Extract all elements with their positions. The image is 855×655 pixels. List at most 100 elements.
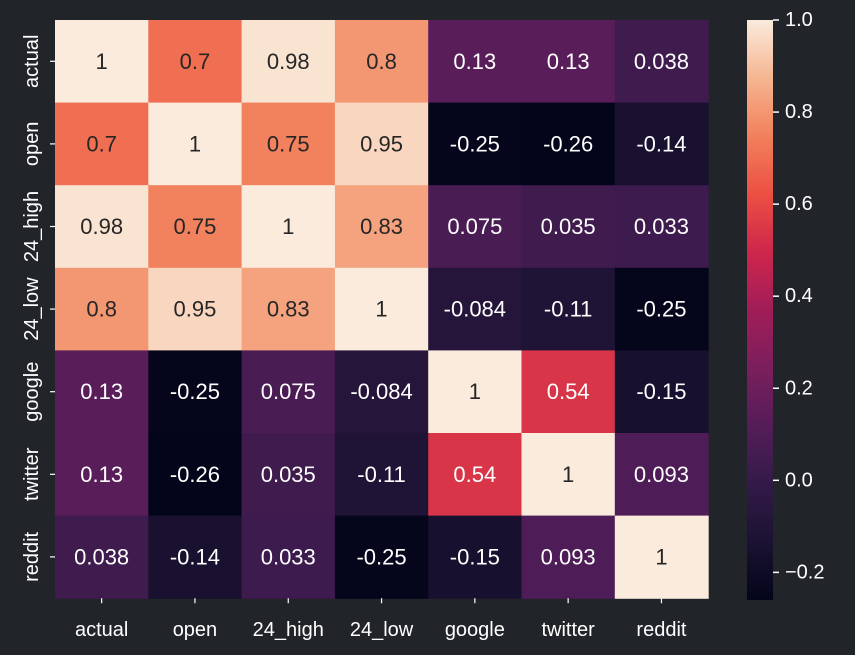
cell-annotation: 0.8 <box>86 297 117 322</box>
cell-annotation: 0.13 <box>80 462 123 487</box>
cell-annotation: -0.084 <box>350 379 412 404</box>
cell-annotation: -0.25 <box>450 131 500 156</box>
heatmap-cell <box>614 433 709 517</box>
cell-annotation: -0.15 <box>450 544 500 569</box>
heatmap-cell <box>55 20 149 104</box>
cell-annotation: 0.13 <box>547 49 590 74</box>
x-tick-label: 24_low <box>350 619 414 641</box>
cell-annotation: 0.093 <box>634 462 689 487</box>
heatmap-cell <box>334 267 429 351</box>
y-tick-label: actual <box>21 35 43 88</box>
y-tick-label: google <box>21 362 43 422</box>
colorbar-tick-label: 0.4 <box>785 285 813 307</box>
heatmap-cell <box>428 102 523 186</box>
heatmap-cell <box>148 515 243 599</box>
heatmap-cell <box>55 102 149 186</box>
x-tick-label: reddit <box>636 619 686 641</box>
cell-annotation: 1 <box>655 544 667 569</box>
heatmap-cell <box>241 20 336 104</box>
cell-annotation: 0.035 <box>261 462 316 487</box>
heatmap-cell <box>148 185 243 269</box>
heatmap-cell <box>241 102 336 186</box>
cell-annotation: -0.14 <box>170 544 220 569</box>
heatmap-cell <box>428 267 523 351</box>
heatmap-cell <box>241 185 336 269</box>
heatmap-cell <box>614 515 709 599</box>
heatmap-cell <box>614 185 709 269</box>
x-tick-label: open <box>173 619 218 641</box>
cell-annotation: 1 <box>375 297 387 322</box>
y-tick-label: 24_high <box>21 191 43 262</box>
heatmap-cell <box>521 102 616 186</box>
heatmap-cell <box>614 20 709 104</box>
heatmap-cell <box>521 185 616 269</box>
heatmap-cell <box>334 185 429 269</box>
heatmap-cell <box>148 350 243 434</box>
heatmap-cell <box>334 20 429 104</box>
x-tick-label: 24_high <box>253 619 324 641</box>
cell-annotation: 0.98 <box>267 49 310 74</box>
cell-annotation: 0.75 <box>267 131 310 156</box>
heatmap-cell <box>614 102 709 186</box>
heatmap-cell <box>521 350 616 434</box>
cell-annotation: -0.25 <box>356 544 406 569</box>
heatmap-cell <box>428 185 523 269</box>
heatmap-cell <box>334 350 429 434</box>
cell-annotation: 0.54 <box>547 379 590 404</box>
cell-annotation: 0.7 <box>86 131 117 156</box>
heatmap-cell <box>428 515 523 599</box>
heatmap-cell <box>148 267 243 351</box>
cell-annotation: 0.093 <box>541 544 596 569</box>
y-tick-label: open <box>21 122 43 167</box>
cell-annotation: 0.83 <box>360 214 403 239</box>
cell-annotation: 1 <box>189 131 201 156</box>
cell-annotation: 0.035 <box>541 214 596 239</box>
heatmap-cell <box>55 515 149 599</box>
heatmap-cell <box>614 267 709 351</box>
heatmap-cell <box>334 515 429 599</box>
cell-annotation: 0.8 <box>366 49 397 74</box>
cell-annotation: 0.95 <box>360 131 403 156</box>
cell-annotation: -0.15 <box>636 379 686 404</box>
heatmap-cell <box>521 20 616 104</box>
cell-annotation: -0.26 <box>543 131 593 156</box>
heatmap-cell <box>55 350 149 434</box>
cell-annotation: 0.95 <box>174 297 217 322</box>
cell-annotation: 0.7 <box>180 49 211 74</box>
cell-annotation: 0.033 <box>261 544 316 569</box>
heatmap-cell <box>428 433 523 517</box>
cell-annotation: 0.98 <box>80 214 123 239</box>
heatmap-cell <box>148 20 243 104</box>
heatmap-cell <box>148 433 243 517</box>
heatmap-cells <box>55 20 709 599</box>
heatmap-cell <box>241 350 336 434</box>
heatmap-cell <box>241 515 336 599</box>
heatmap-cell <box>148 102 243 186</box>
x-tick-label: google <box>445 619 505 641</box>
cell-annotation: 1 <box>282 214 294 239</box>
colorbar-tick-label: 0.0 <box>785 469 813 491</box>
heatmap-cell <box>55 433 149 517</box>
cell-annotation: -0.26 <box>170 462 220 487</box>
cell-annotation: 1 <box>562 462 574 487</box>
cell-annotation: 1 <box>96 49 108 74</box>
heatmap-cell <box>241 433 336 517</box>
heatmap-cell <box>521 433 616 517</box>
cell-annotation: -0.11 <box>357 462 406 487</box>
heatmap-cell <box>334 102 429 186</box>
cell-annotation: 0.038 <box>634 49 689 74</box>
cell-annotation: 0.075 <box>447 214 502 239</box>
cell-annotation: -0.14 <box>636 131 686 156</box>
heatmap-cell <box>521 515 616 599</box>
x-tick-label: actual <box>75 619 128 641</box>
heatmap-cell <box>241 267 336 351</box>
cell-annotation: 0.13 <box>80 379 123 404</box>
y-tick-label: 24_low <box>21 277 43 341</box>
colorbar-tick-label: 0.8 <box>785 101 813 123</box>
x-axis-tick-labels: actual open 24_high 24_low google twitter redd… <box>75 598 687 641</box>
colorbar-ticks: 1.0 0.8 0.6 0.4 0.2 0.0 −0.2 <box>773 9 824 583</box>
heatmap-cell <box>55 185 149 269</box>
cell-annotation: -0.084 <box>444 297 506 322</box>
colorbar-tick-label: 1.0 <box>785 9 813 31</box>
